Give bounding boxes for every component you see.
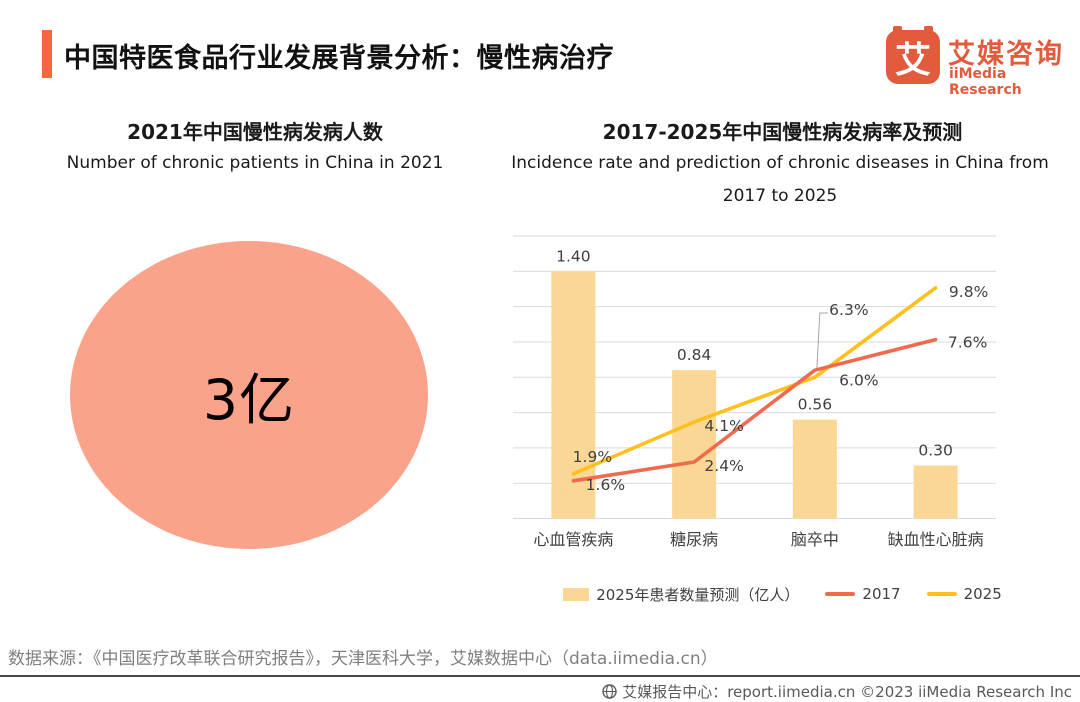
legend-label-2017: 2017 xyxy=(862,585,901,603)
company-logo: 艾 艾媒咨询 iiMedia Research xyxy=(886,26,1072,98)
patients-count-value: 3亿 xyxy=(203,368,295,432)
x-axis-label: 糖尿病 xyxy=(670,530,718,549)
patients-count-circle: 3亿 xyxy=(70,241,428,549)
bar-糖尿病[interactable] xyxy=(672,370,717,519)
bar-value-label: 0.56 xyxy=(798,396,833,414)
legend-label-2025: 2025 xyxy=(963,585,1002,603)
right-chart-title-zh: 2017-2025年中国慢性病发病率及预测 xyxy=(602,120,963,144)
point-label-2025: 9.8% xyxy=(949,283,988,301)
chart-legend: 2025年患者数量预测（亿人） 2017 2025 xyxy=(500,582,1065,606)
bar-缺血性心脏病[interactable] xyxy=(913,465,958,519)
footer-credit-text: 艾媒报告中心：report.iimedia.cn ©2023 iiMedia R… xyxy=(622,683,1072,701)
point-label-2025: 6.0% xyxy=(839,371,878,389)
bar-value-label: 0.30 xyxy=(918,442,953,460)
line-2025[interactable] xyxy=(571,285,938,476)
bar-脑卒中[interactable] xyxy=(792,419,837,519)
page-title: 中国特医食品行业发展背景分析：慢性病治疗 xyxy=(64,43,614,74)
right-chart-title-en-line2: 2017 to 2025 xyxy=(722,186,838,206)
legend-item-2025[interactable]: 2025 xyxy=(926,585,1002,603)
point-label-2017: 2.4% xyxy=(704,457,743,475)
legend-item-bar[interactable]: 2025年患者数量预测（亿人） xyxy=(563,584,799,605)
title-accent-bar xyxy=(42,30,52,78)
globe-icon xyxy=(602,684,617,699)
footer-divider xyxy=(0,675,1080,677)
right-chart-title-en-line1: Incidence rate and prediction of chronic… xyxy=(511,153,1049,173)
combo-chart: 1.40 心血管疾病 0.84 糖尿病 0.56 脑卒中 0.30 缺血性心脏病 1.6% 2.4… xyxy=(513,235,996,549)
point-label-2017: 7.6% xyxy=(948,334,987,352)
logo-mark-icon: 艾 xyxy=(886,30,940,84)
legend-label-bar: 2025年患者数量预测（亿人） xyxy=(596,585,800,604)
point-label-2025: 1.9% xyxy=(573,448,612,466)
footer-credit: 艾媒报告中心：report.iimedia.cn ©2023 iiMedia R… xyxy=(602,681,1072,702)
point-label-2025: 4.1% xyxy=(704,417,743,435)
line-2017-swatch-icon xyxy=(825,592,856,596)
point-label-2017: 1.6% xyxy=(586,476,625,494)
callout-line xyxy=(816,312,828,369)
logo-name-zh: 艾媒咨询 xyxy=(948,39,1064,70)
x-axis-label: 缺血性心脏病 xyxy=(888,530,984,549)
line-2025-swatch-icon xyxy=(926,592,957,596)
line-2017[interactable] xyxy=(571,337,938,483)
legend-item-2017[interactable]: 2017 xyxy=(825,585,901,603)
left-chart-title-en: Number of chronic patients in China in 2… xyxy=(66,153,444,173)
bar-value-label: 0.84 xyxy=(677,346,712,364)
left-chart-title-zh: 2021年中国慢性病发病人数 xyxy=(127,120,383,144)
bar-swatch-icon xyxy=(563,587,590,601)
x-axis-label: 脑卒中 xyxy=(791,530,839,549)
point-label-2017: 6.3% xyxy=(829,301,868,319)
x-axis-label: 心血管疾病 xyxy=(533,530,613,549)
data-source-text: 数据来源：《中国医疗改革联合研究报告》，天津医科大学，艾媒数据中心（data.i… xyxy=(8,649,718,669)
bar-value-label: 1.40 xyxy=(556,247,591,265)
logo-name-en: iiMedia Research xyxy=(949,66,1022,98)
